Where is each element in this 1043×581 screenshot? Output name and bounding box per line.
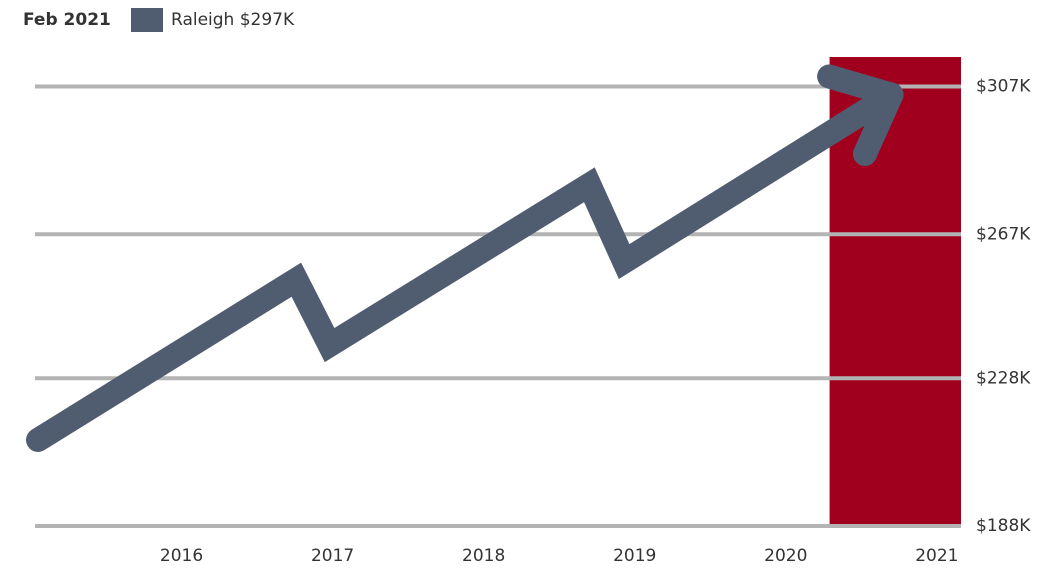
x-tick-label: 2018 — [462, 546, 505, 566]
arrow-head — [817, 64, 904, 107]
x-tick-label: 2021 — [915, 546, 958, 566]
y-tick-label: $188K — [976, 516, 1031, 536]
y-tick-label: $307K — [976, 77, 1031, 97]
legend-title: Feb 2021 — [23, 10, 111, 30]
x-tick-label: 2019 — [613, 546, 656, 566]
x-tick-label: 2020 — [764, 546, 807, 566]
x-tick-label: 2016 — [160, 546, 203, 566]
highlight-band — [829, 57, 961, 526]
line — [26, 82, 904, 452]
legend-label: Raleigh $297K — [171, 10, 295, 30]
x-tick-label: 2017 — [311, 546, 354, 566]
y-tick-label: $267K — [976, 224, 1031, 244]
y-tick-label: $228K — [976, 368, 1031, 388]
legend-swatch — [131, 8, 163, 32]
